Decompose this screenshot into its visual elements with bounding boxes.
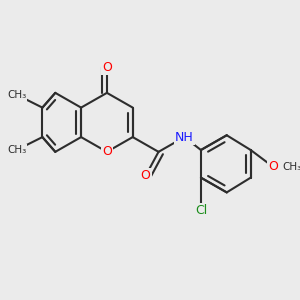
Text: O: O [102,145,112,158]
Text: NH: NH [175,130,194,144]
Text: O: O [102,61,112,74]
Text: CH₃: CH₃ [7,145,26,155]
Text: Cl: Cl [195,204,207,217]
Text: O: O [268,160,278,173]
Text: O: O [141,169,151,182]
Text: CH₃: CH₃ [7,90,26,100]
Text: CH₃: CH₃ [283,162,300,172]
